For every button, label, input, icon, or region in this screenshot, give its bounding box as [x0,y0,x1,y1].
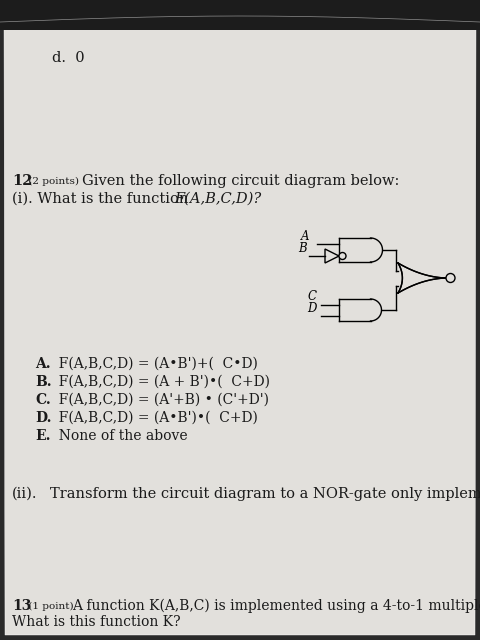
Text: 12: 12 [12,174,33,188]
Text: D.: D. [35,411,51,425]
Text: (2 points): (2 points) [25,177,82,186]
Text: 13: 13 [12,599,31,613]
Text: A.: A. [35,357,50,371]
Circle shape [446,273,455,282]
Text: What is this function K?: What is this function K? [12,615,180,629]
Text: B: B [299,242,307,255]
Text: D: D [308,301,317,314]
Polygon shape [398,263,446,293]
Text: F(A,B,C,D) = (A•B')•(  C+D): F(A,B,C,D) = (A•B')•( C+D) [50,411,258,425]
Polygon shape [339,299,382,321]
Polygon shape [0,0,480,30]
Text: d.  0: d. 0 [52,51,84,65]
Text: E.: E. [35,429,50,443]
Polygon shape [325,249,339,263]
Polygon shape [4,18,476,635]
Text: (i). What is the function: (i). What is the function [12,192,188,206]
Text: F(A,B,C,D) = (A + B')•(  C+D): F(A,B,C,D) = (A + B')•( C+D) [50,375,270,389]
Text: (ii).: (ii). [12,487,37,501]
Text: Transform the circuit diagram to a NOR-gate only implementation:: Transform the circuit diagram to a NOR-g… [50,487,480,501]
Polygon shape [398,263,402,293]
Text: (1 point): (1 point) [25,602,77,611]
Text: F(A,B,C,D) = (A•B')+(  C•D): F(A,B,C,D) = (A•B')+( C•D) [50,357,258,371]
Text: F(A,B,C,D) = (A'+B) • (C'+D'): F(A,B,C,D) = (A'+B) • (C'+D') [50,393,269,407]
Text: C.: C. [35,393,51,407]
Text: Given the following circuit diagram below:: Given the following circuit diagram belo… [82,174,399,188]
Text: A function K(A,B,C) is implemented using a 4-to-1 multiplexer as shown below.: A function K(A,B,C) is implemented using… [72,598,480,613]
Polygon shape [339,238,383,262]
Text: C: C [308,291,317,303]
Circle shape [339,253,346,259]
Text: B.: B. [35,375,52,389]
Text: A: A [300,230,309,243]
Text: None of the above: None of the above [50,429,188,443]
Text: F(A,B,C,D)?: F(A,B,C,D)? [174,192,261,206]
